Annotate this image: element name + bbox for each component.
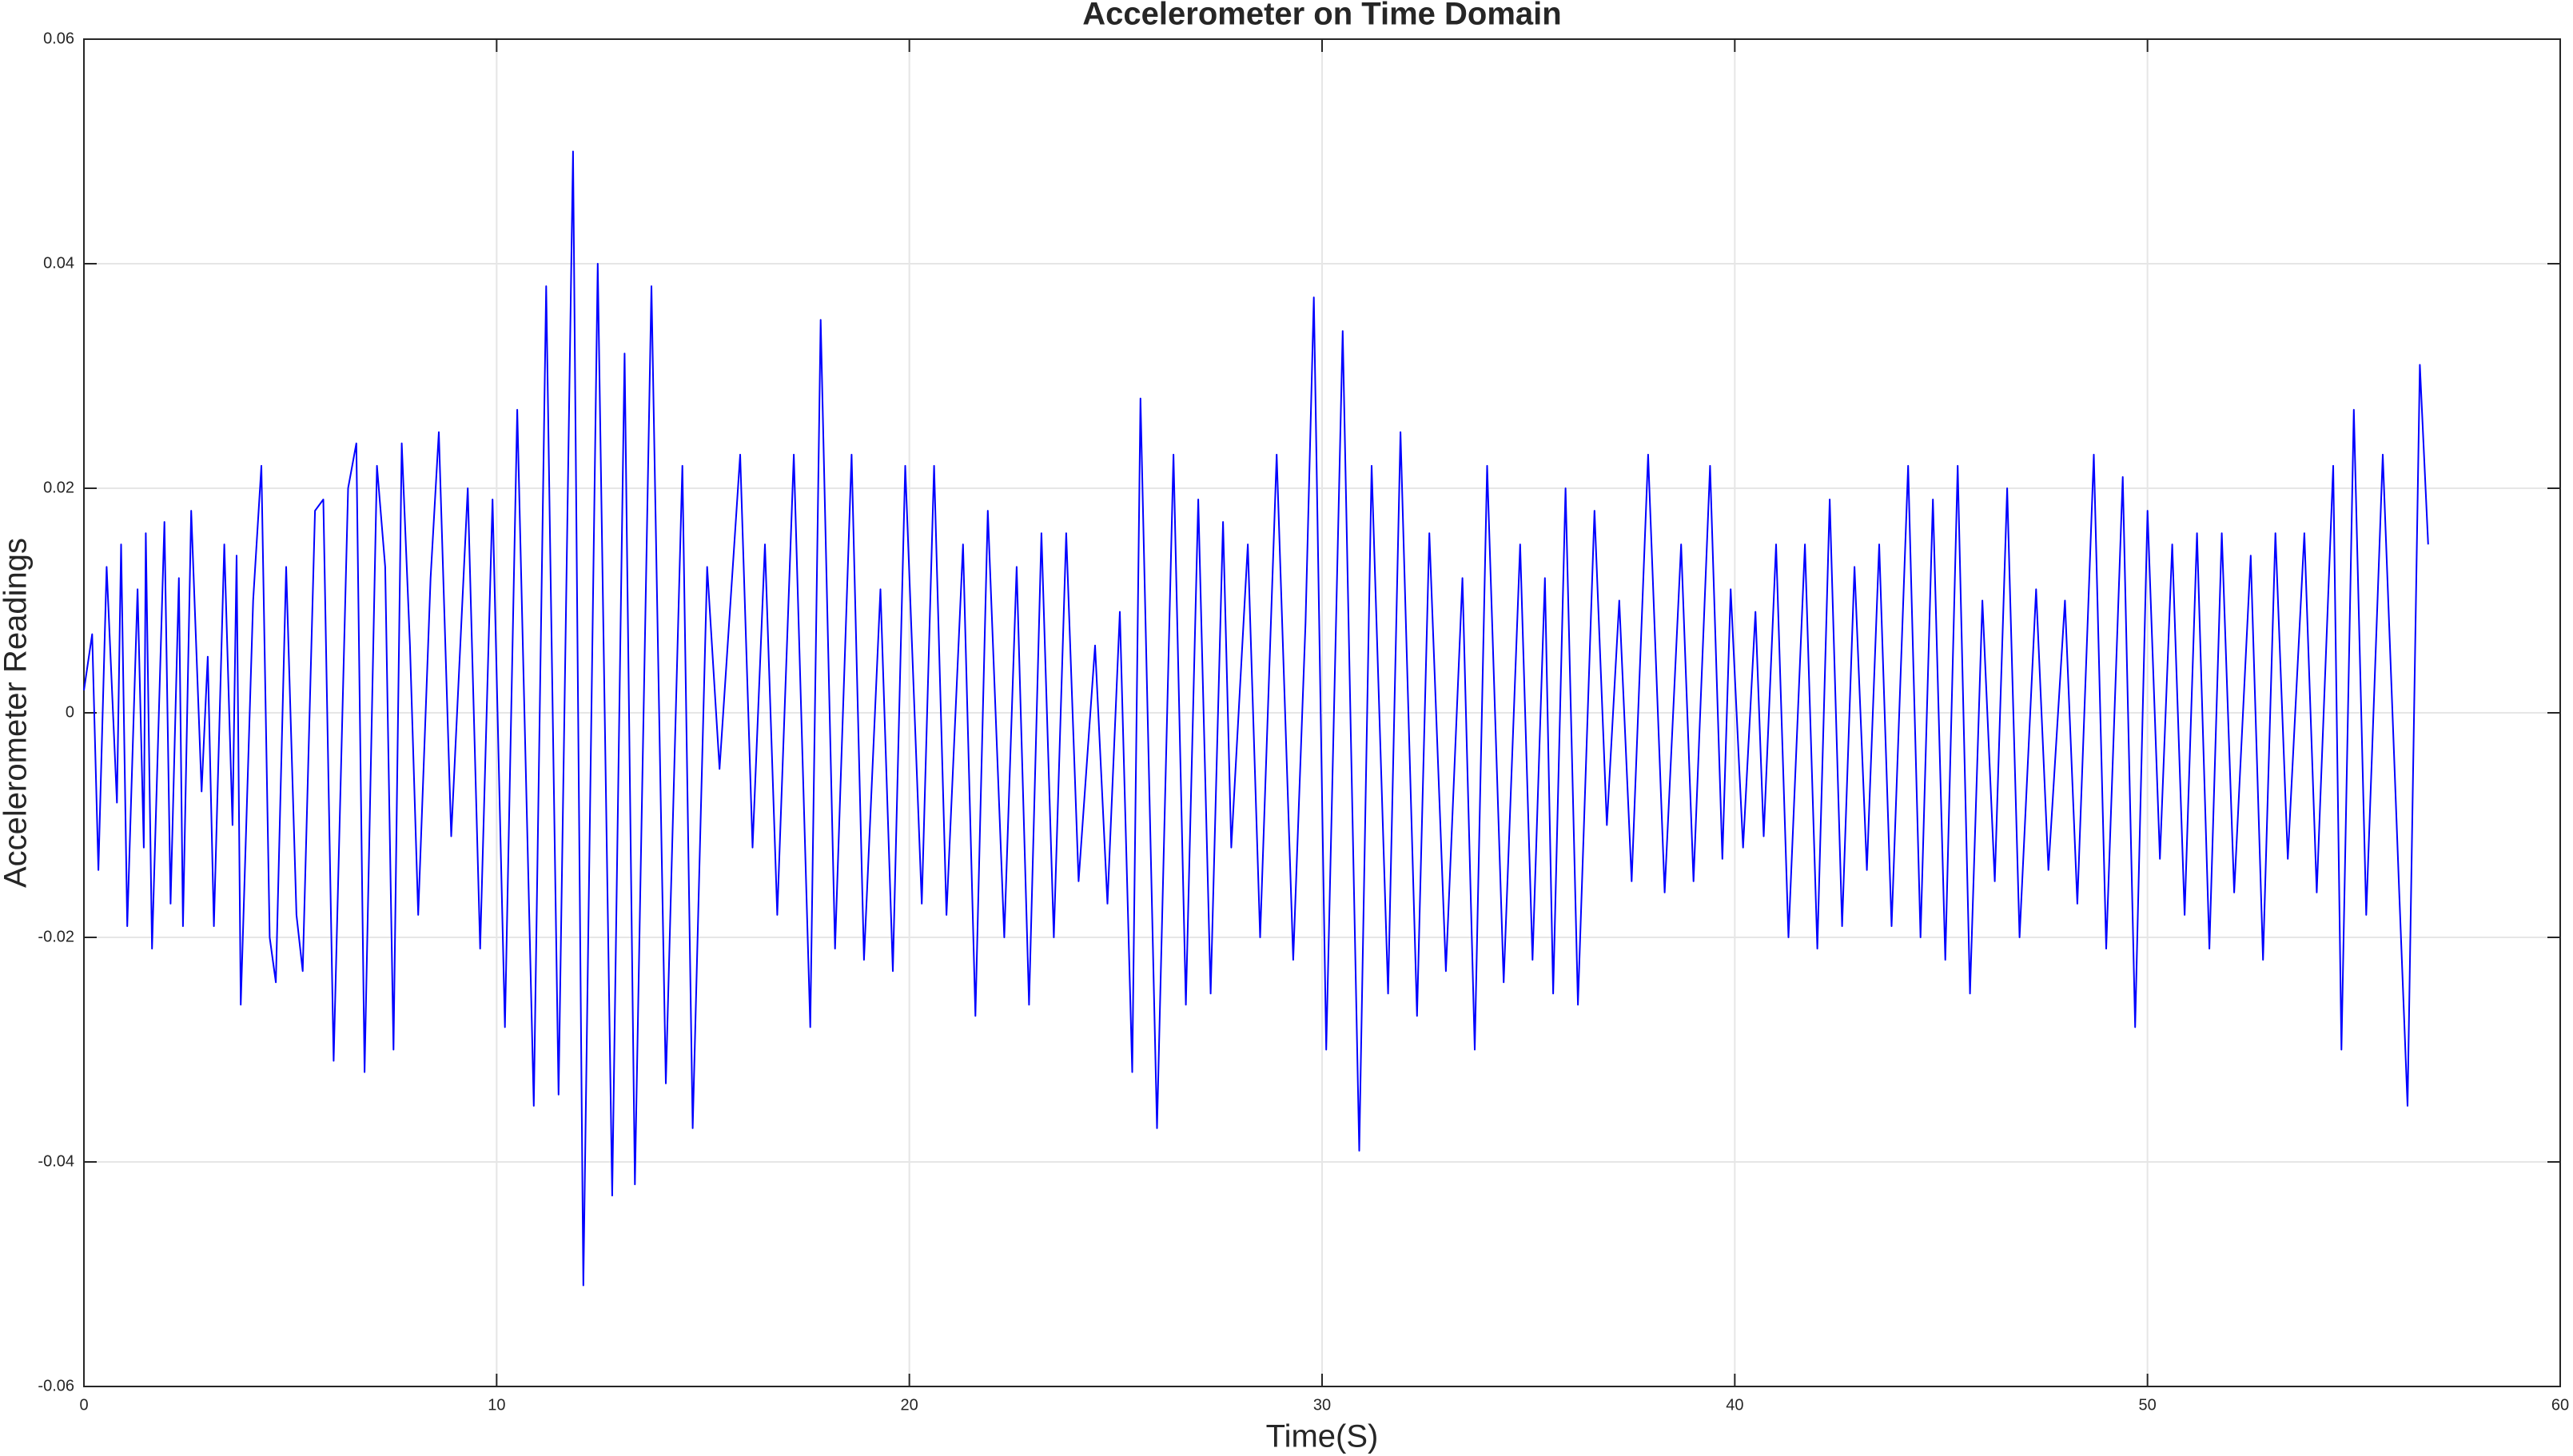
y-tick-label: 0 [66,703,74,721]
x-axis-label: Time(S) [1266,1419,1379,1454]
y-tick-label: 0.02 [43,479,74,496]
chart-title: Accelerometer on Time Domain [1082,0,1561,32]
x-tick-label: 30 [1313,1396,1331,1414]
x-tick-label: 10 [488,1396,505,1414]
x-tick-label: 0 [79,1396,88,1414]
x-tick-label: 60 [2551,1396,2569,1414]
x-tick-label: 20 [901,1396,918,1414]
x-tick-label: 50 [2139,1396,2157,1414]
y-tick-label: 0.06 [43,30,74,47]
y-tick-label: -0.02 [38,928,74,945]
y-tick-label: -0.04 [38,1152,74,1170]
axes-box [83,38,2561,1387]
y-tick-label: 0.04 [43,254,74,272]
data-line [83,150,2429,1287]
y-axis-label: Accelerometer Readings [0,538,34,888]
y-tick-label: -0.06 [38,1377,74,1394]
x-tick-label: 40 [1726,1396,1743,1414]
